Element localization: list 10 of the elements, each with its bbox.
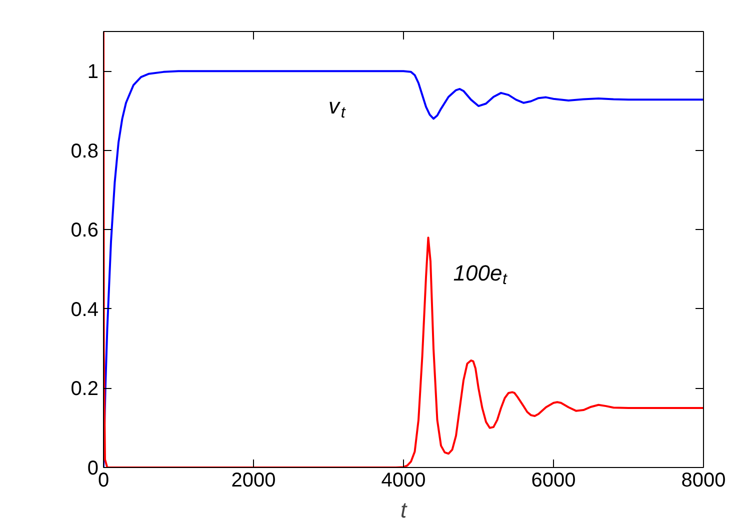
- x-tick-label: 2000: [231, 470, 276, 492]
- y-tick-label: 0.6: [70, 220, 99, 242]
- x-tick-label: 8000: [681, 470, 726, 492]
- y-tick-label: 0.8: [70, 140, 99, 162]
- y-tick-label: 1: [87, 61, 98, 84]
- y-tick-label: 0.4: [70, 298, 99, 321]
- y-tick-label: 0.2: [70, 378, 99, 400]
- x-tick-label: 6000: [531, 470, 576, 492]
- x-tick-label: 4000: [381, 470, 426, 492]
- x-axis-title: t: [400, 498, 408, 522]
